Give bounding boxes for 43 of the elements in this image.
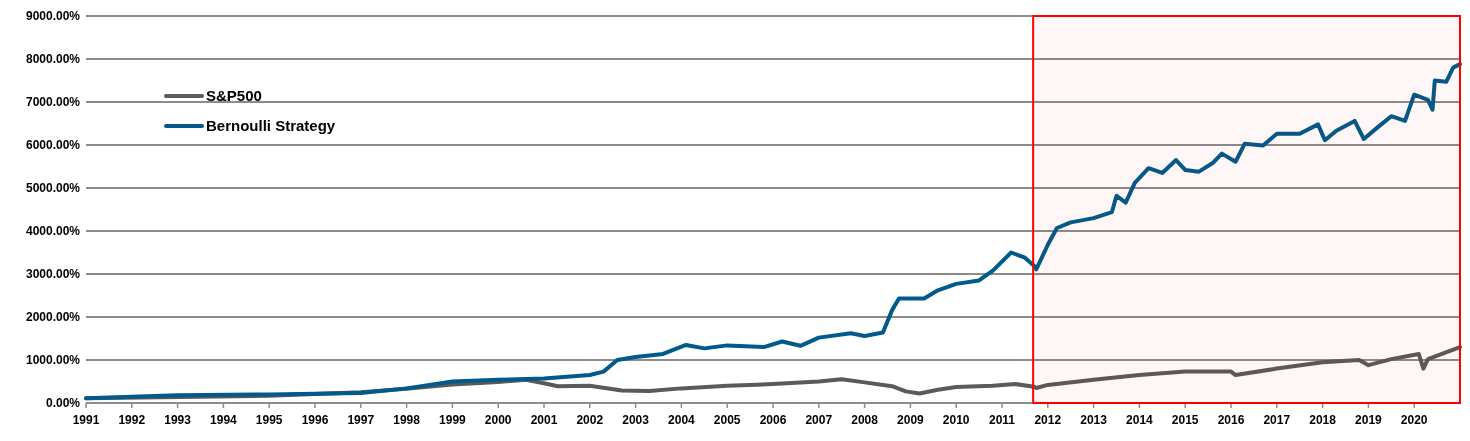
y-tick-label: 5000.00%: [25, 181, 81, 196]
x-tick-label: 2001: [530, 413, 558, 427]
line-series: [84, 62, 1462, 401]
legend-label: S&P500: [206, 87, 262, 105]
x-tick-label: 1995: [255, 413, 283, 427]
x-tick-label: 2014: [1126, 413, 1154, 427]
x-tick-label: 1997: [347, 413, 375, 427]
y-tick-label: 8000.00%: [25, 52, 81, 67]
x-tick-label: 1991: [72, 413, 100, 427]
x-tick-label: 2019: [1355, 413, 1383, 427]
x-tick-label: 2016: [1217, 413, 1245, 427]
x-tick-label: 2010: [942, 413, 970, 427]
x-tick-label: 2013: [1080, 413, 1108, 427]
y-tick-label: 7000.00%: [25, 95, 81, 110]
x-tick-label: 2000: [484, 413, 512, 427]
y-tick-label: 6000.00%: [25, 138, 81, 153]
x-tick-label: 2005: [713, 413, 741, 427]
y-tick-label: 9000.00%: [25, 9, 81, 24]
x-tick-label: 2004: [668, 413, 696, 427]
y-tick-label: 1000.00%: [25, 353, 81, 368]
y-tick-label: 0.00%: [45, 396, 81, 411]
y-tick-label: 4000.00%: [25, 224, 81, 239]
y-tick-label: 3000.00%: [25, 267, 81, 282]
legend-label: Bernoulli Strategy: [206, 117, 336, 135]
x-tick-label: 2003: [622, 413, 650, 427]
y-tick-label: 2000.00%: [25, 310, 81, 325]
x-tick-label: 2011: [988, 413, 1016, 427]
x-tick-label: 2006: [759, 413, 787, 427]
x-tick-label: 1994: [210, 413, 238, 427]
x-tick-label: 2017: [1263, 413, 1291, 427]
x-tick-label: 1999: [439, 413, 467, 427]
x-tick-label: 2009: [897, 413, 925, 427]
x-tick-label: 2018: [1309, 413, 1337, 427]
x-tick-label: 1992: [118, 413, 146, 427]
x-tick-label: 1993: [164, 413, 192, 427]
x-tick-label: 2007: [805, 413, 833, 427]
x-tick-label: 1996: [301, 413, 329, 427]
x-tick-label: 2015: [1171, 413, 1199, 427]
x-tick-label: 1998: [393, 413, 421, 427]
x-tick-label: 2020: [1400, 413, 1428, 427]
x-tick-label: 2008: [851, 413, 879, 427]
x-tick-label: 2002: [576, 413, 604, 427]
x-tick-label: 2012: [1034, 413, 1062, 427]
